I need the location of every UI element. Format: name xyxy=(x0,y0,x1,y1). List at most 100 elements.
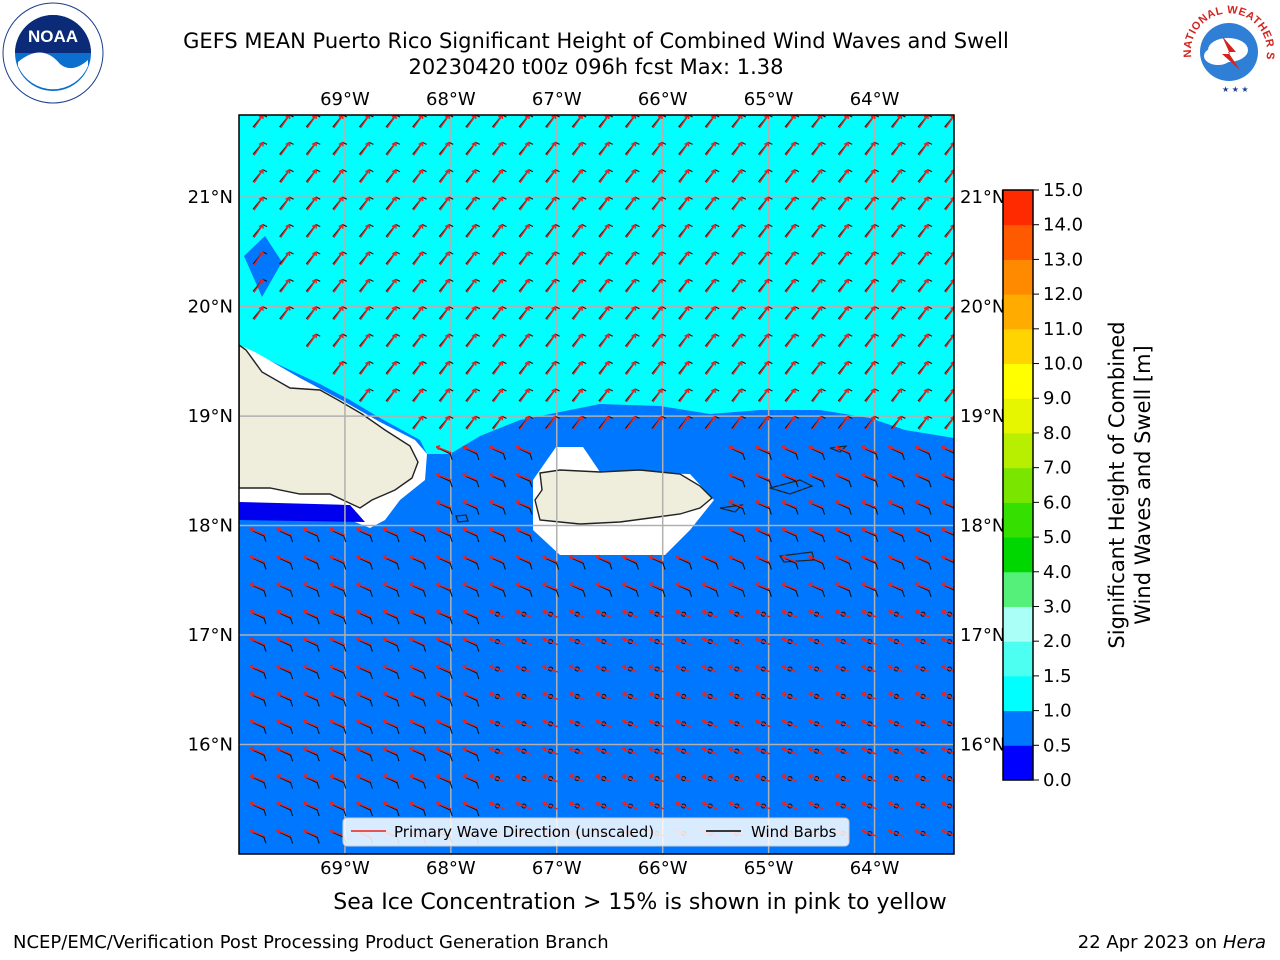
wave-direction-arrow xyxy=(413,333,424,348)
wind-barb xyxy=(915,529,932,543)
wave-direction-arrow xyxy=(333,333,344,348)
wave-direction-arrow xyxy=(918,141,929,156)
wave-direction-arrow xyxy=(595,719,612,728)
wave-direction-arrow xyxy=(838,223,849,238)
wind-barb xyxy=(729,447,746,460)
wave-direction-arrow xyxy=(918,388,929,403)
wave-direction-arrow xyxy=(887,609,904,618)
wave-direction-arrow xyxy=(386,141,397,156)
vector-field xyxy=(249,115,954,844)
wave-direction-arrow xyxy=(732,196,743,211)
wave-direction-arrow xyxy=(386,360,397,375)
wave-direction-arrow xyxy=(568,719,585,728)
wave-direction-arrow xyxy=(675,582,691,591)
wave-direction-arrow xyxy=(355,554,372,564)
wave-direction-arrow xyxy=(941,828,954,837)
wave-direction-arrow xyxy=(887,773,904,783)
wave-direction-arrow xyxy=(679,141,690,156)
wave-direction-arrow xyxy=(914,636,931,646)
wind-barb xyxy=(436,502,453,515)
wave-direction-arrow xyxy=(595,582,612,591)
wind-barb xyxy=(412,115,427,128)
wind-barb xyxy=(277,693,294,707)
wind-barb xyxy=(734,611,740,617)
wind-barb xyxy=(811,115,826,128)
wind-barb xyxy=(436,584,453,597)
wave-direction-arrow xyxy=(595,746,612,755)
wave-direction-arrow xyxy=(329,801,346,810)
wind-barb xyxy=(410,803,427,817)
wind-barb xyxy=(840,666,846,672)
wind-barb xyxy=(277,639,294,652)
wind-barb xyxy=(303,529,320,543)
wind-barb xyxy=(760,803,766,809)
wind-barb xyxy=(809,447,826,460)
wind-barb xyxy=(383,803,400,817)
wind-barb xyxy=(516,556,533,570)
wind-barb xyxy=(357,584,373,597)
wind-barb xyxy=(436,639,453,652)
wave-legend-label: Primary Wave Direction (unscaled) xyxy=(394,823,654,841)
wave-direction-arrow xyxy=(941,499,954,508)
wave-direction-arrow xyxy=(754,801,771,810)
wind-barb xyxy=(277,830,294,844)
wind-barb xyxy=(623,556,639,570)
wave-direction-arrow xyxy=(466,415,477,430)
colorbar-tick-label: 9.0 xyxy=(1043,388,1072,409)
wave-direction-arrow xyxy=(621,582,638,591)
wind-barb xyxy=(787,803,793,809)
wave-direction-arrow xyxy=(386,388,397,403)
wind-barb xyxy=(729,502,746,515)
wave-direction-arrow xyxy=(542,664,558,673)
wave-direction-arrow xyxy=(675,773,691,783)
wave-direction-arrow xyxy=(887,472,904,481)
wave-direction-arrow xyxy=(781,691,798,701)
wave-direction-arrow xyxy=(705,306,716,321)
wind-barb xyxy=(250,584,267,597)
wave-direction-arrow xyxy=(466,169,477,184)
wave-direction-arrow xyxy=(333,306,344,321)
wave-direction-arrow xyxy=(546,278,557,293)
wave-direction-arrow xyxy=(382,554,399,564)
wave-direction-arrow xyxy=(914,499,931,509)
wave-direction-arrow xyxy=(599,360,610,375)
wave-direction-arrow xyxy=(812,388,823,403)
wind-barb xyxy=(893,693,899,699)
wind-barb xyxy=(548,721,554,727)
wind-barb xyxy=(681,776,687,782)
wave-direction-arrow xyxy=(865,169,876,184)
wave-direction-arrow xyxy=(519,360,530,375)
wave-direction-arrow xyxy=(732,306,743,321)
wave-direction-arrow xyxy=(781,499,798,509)
wave-direction-arrow xyxy=(599,196,610,211)
wave-direction-arrow xyxy=(754,664,771,673)
wave-direction-arrow xyxy=(781,746,798,755)
wind-barb xyxy=(947,611,953,617)
wave-direction-arrow xyxy=(276,636,292,646)
wave-direction-arrow xyxy=(462,691,479,701)
wave-direction-arrow xyxy=(492,360,504,375)
wave-direction-arrow xyxy=(306,333,317,348)
wave-direction-arrow xyxy=(625,196,637,211)
wind-barb xyxy=(681,721,687,727)
wind-barb xyxy=(383,556,400,570)
wave-direction-arrow xyxy=(515,801,532,810)
lon-label-top: 66°W xyxy=(638,89,688,110)
wave-direction-arrow xyxy=(462,636,479,646)
wind-barb xyxy=(277,529,294,543)
wave-direction-arrow xyxy=(435,527,452,536)
wave-direction-arrow xyxy=(834,719,851,728)
mona-island xyxy=(455,514,469,523)
wave-direction-arrow xyxy=(834,445,851,454)
wave-direction-arrow xyxy=(439,306,450,321)
wave-direction-arrow xyxy=(625,169,637,184)
wave-direction-arrow xyxy=(515,445,532,454)
wind-barb xyxy=(944,251,954,265)
wave-direction-arrow xyxy=(865,360,876,375)
map-area xyxy=(239,115,954,854)
wave-direction-arrow xyxy=(249,582,266,591)
wind-barb xyxy=(357,776,373,789)
lat-label-left: 21°N xyxy=(188,187,233,208)
wave-direction-arrow xyxy=(253,306,264,321)
wave-direction-arrow xyxy=(808,582,824,591)
